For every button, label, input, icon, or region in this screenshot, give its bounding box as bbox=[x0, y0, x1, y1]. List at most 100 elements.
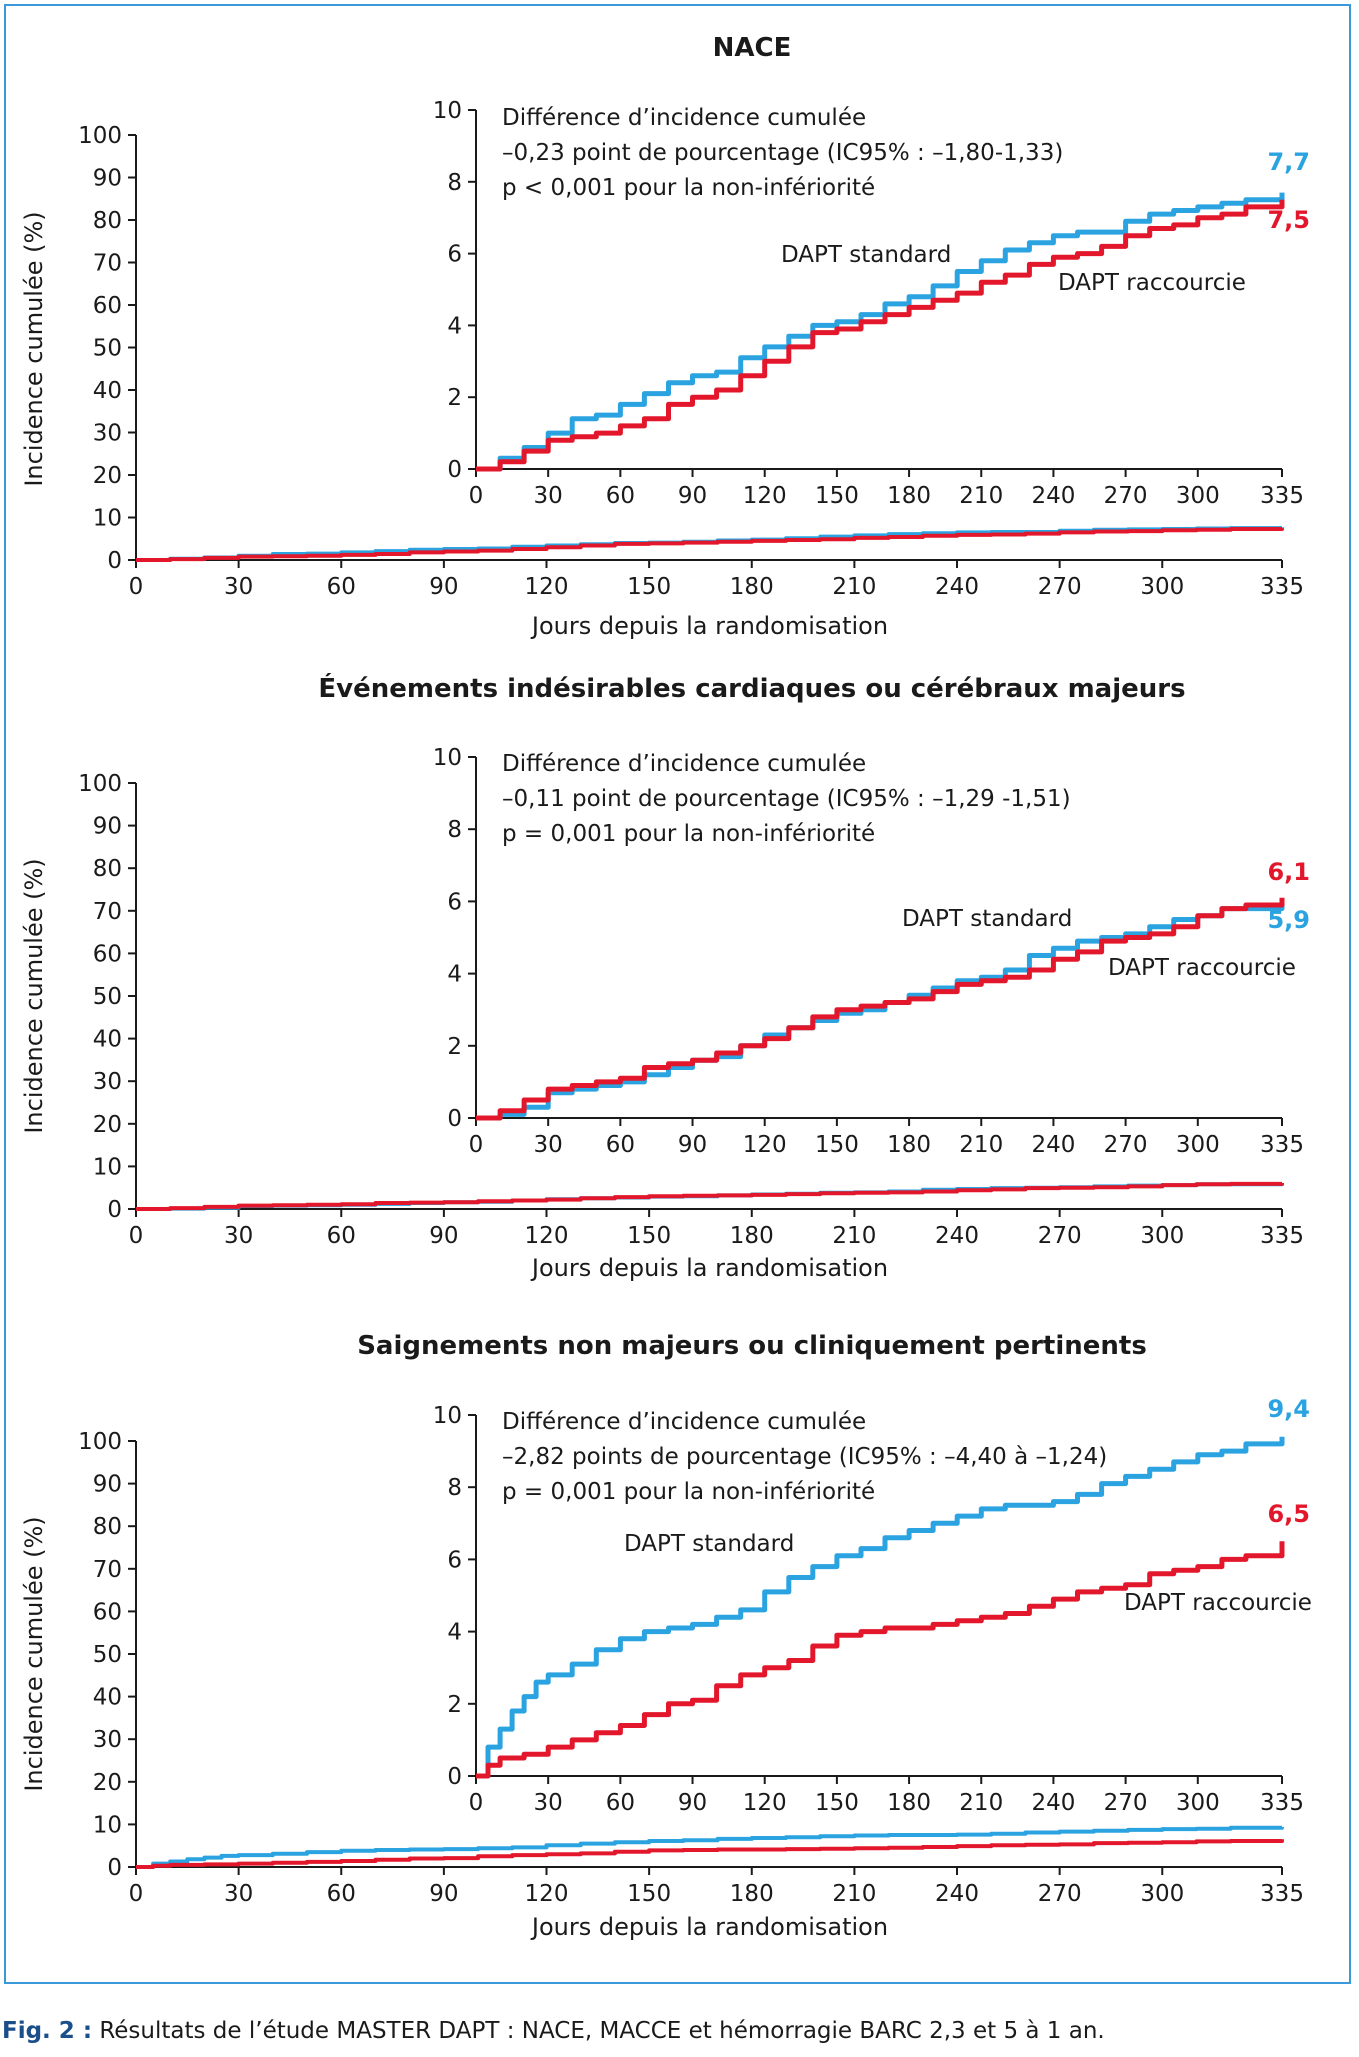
inset-x-tick-label: 60 bbox=[606, 1132, 635, 1158]
inset-y-tick-label: 6 bbox=[447, 242, 462, 268]
y-tick-label: 0 bbox=[107, 1197, 122, 1223]
inset-x-tick-label: 240 bbox=[1031, 1132, 1075, 1158]
inset-y-tick-label: 2 bbox=[447, 385, 462, 411]
x-tick-label: 90 bbox=[429, 1881, 458, 1907]
figure-caption: Fig. 2 : Résultats de l’étude MASTER DAP… bbox=[2, 2018, 1105, 2044]
y-tick-label: 90 bbox=[93, 814, 122, 840]
x-tick-label: 150 bbox=[627, 574, 671, 600]
inset-x-tick-label: 300 bbox=[1176, 483, 1220, 509]
series-label-standard: DAPT standard bbox=[781, 242, 951, 268]
x-tick-label: 30 bbox=[224, 1223, 253, 1249]
x-tick-label: 335 bbox=[1260, 574, 1304, 600]
inset-x-tick-label: 60 bbox=[606, 483, 635, 509]
inset-x-tick-label: 300 bbox=[1176, 1132, 1220, 1158]
y-tick-label: 0 bbox=[107, 548, 122, 574]
x-tick-label: 240 bbox=[935, 574, 979, 600]
inset-x-tick-label: 335 bbox=[1260, 1132, 1304, 1158]
chart-panel-2: Événements indésirables cardiaques ou cé… bbox=[20, 672, 1310, 1282]
inset-y-tick-label: 6 bbox=[447, 889, 462, 915]
inset-y-tick-label: 6 bbox=[447, 1547, 462, 1573]
series-label-standard: DAPT standard bbox=[902, 906, 1072, 932]
end-value-raccourcie: 6,1 bbox=[1267, 858, 1310, 886]
y-tick-label: 80 bbox=[93, 1514, 122, 1540]
x-tick-label: 335 bbox=[1260, 1881, 1304, 1907]
chart-title: Événements indésirables cardiaques ou cé… bbox=[318, 672, 1185, 704]
inset-y-tick-label: 8 bbox=[447, 1475, 462, 1501]
inset-annotation-line: Différence d’incidence cumulée bbox=[502, 105, 866, 131]
inset-x-tick-label: 335 bbox=[1260, 483, 1304, 509]
y-tick-label: 0 bbox=[107, 1855, 122, 1881]
x-tick-label: 240 bbox=[935, 1881, 979, 1907]
y-tick-label: 30 bbox=[93, 1069, 122, 1095]
inset-x-tick-label: 60 bbox=[606, 1790, 635, 1816]
inset-x-tick-label: 270 bbox=[1104, 1790, 1148, 1816]
x-tick-label: 270 bbox=[1038, 574, 1082, 600]
y-tick-label: 60 bbox=[93, 293, 122, 319]
x-tick-label: 270 bbox=[1038, 1223, 1082, 1249]
end-value-raccourcie: 7,5 bbox=[1267, 206, 1310, 234]
inset-x-tick-label: 150 bbox=[815, 483, 859, 509]
x-tick-label: 30 bbox=[224, 1881, 253, 1907]
inset-y-tick-label: 4 bbox=[447, 313, 462, 339]
x-tick-label: 60 bbox=[327, 1881, 356, 1907]
y-tick-label: 50 bbox=[93, 984, 122, 1010]
y-tick-label: 90 bbox=[93, 1472, 122, 1498]
inset-x-tick-label: 150 bbox=[815, 1132, 859, 1158]
y-tick-label: 80 bbox=[93, 856, 122, 882]
y-tick-label: 60 bbox=[93, 1599, 122, 1625]
y-tick-label: 20 bbox=[93, 1112, 122, 1138]
inset-x-tick-label: 270 bbox=[1104, 483, 1148, 509]
inset-series-standard bbox=[476, 905, 1285, 1121]
x-axis-label: Jours depuis la randomisation bbox=[530, 612, 888, 640]
x-tick-label: 30 bbox=[224, 574, 253, 600]
inset-x-tick-label: 180 bbox=[887, 483, 931, 509]
inset-x-tick-label: 90 bbox=[678, 1790, 707, 1816]
inset-x-tick-label: 30 bbox=[534, 483, 563, 509]
x-tick-label: 210 bbox=[832, 574, 876, 600]
y-tick-label: 100 bbox=[78, 123, 122, 149]
x-tick-label: 120 bbox=[525, 574, 569, 600]
y-tick-label: 70 bbox=[93, 899, 122, 925]
inset-x-tick-label: 210 bbox=[959, 483, 1003, 509]
inset-x-tick-label: 180 bbox=[887, 1132, 931, 1158]
inset-y-tick-label: 10 bbox=[433, 1403, 462, 1429]
end-value-standard: 7,7 bbox=[1267, 148, 1310, 176]
x-tick-label: 270 bbox=[1038, 1881, 1082, 1907]
inset-x-tick-label: 150 bbox=[815, 1790, 859, 1816]
inset-annotation-line: p = 0,001 pour la non-infériorité bbox=[502, 1479, 875, 1505]
y-tick-label: 10 bbox=[93, 1154, 122, 1180]
chart-panel-3: Saignements non majeurs ou cliniquement … bbox=[20, 1331, 1312, 1941]
x-tick-label: 300 bbox=[1140, 1881, 1184, 1907]
inset-x-tick-label: 30 bbox=[534, 1790, 563, 1816]
x-tick-label: 60 bbox=[327, 574, 356, 600]
inset-x-tick-label: 0 bbox=[469, 1790, 484, 1816]
inset-y-tick-label: 10 bbox=[433, 745, 462, 771]
inset-x-tick-label: 0 bbox=[469, 1132, 484, 1158]
inset-series-raccourcie bbox=[476, 199, 1285, 472]
y-tick-label: 50 bbox=[93, 1642, 122, 1668]
inset-x-tick-label: 120 bbox=[743, 483, 787, 509]
inset-annotation-line: –0,11 point de pourcentage (IC95% : –1,2… bbox=[502, 786, 1071, 812]
y-tick-label: 40 bbox=[93, 378, 122, 404]
x-tick-label: 90 bbox=[429, 574, 458, 600]
y-tick-label: 30 bbox=[93, 421, 122, 447]
y-tick-label: 40 bbox=[93, 1685, 122, 1711]
inset-y-tick-label: 8 bbox=[447, 170, 462, 196]
end-value-standard: 9,4 bbox=[1267, 1395, 1310, 1423]
y-axis-label: Incidence cumulée (%) bbox=[20, 858, 48, 1133]
series-label-raccourcie: DAPT raccourcie bbox=[1058, 270, 1246, 296]
y-tick-label: 100 bbox=[78, 771, 122, 797]
caption-text: Résultats de l’étude MASTER DAPT : NACE,… bbox=[99, 2018, 1105, 2044]
inset-x-tick-label: 120 bbox=[743, 1790, 787, 1816]
y-tick-label: 10 bbox=[93, 1812, 122, 1838]
inset-y-tick-label: 10 bbox=[433, 98, 462, 124]
x-tick-label: 240 bbox=[935, 1223, 979, 1249]
x-tick-label: 60 bbox=[327, 1223, 356, 1249]
x-tick-label: 335 bbox=[1260, 1223, 1304, 1249]
x-tick-label: 210 bbox=[832, 1223, 876, 1249]
y-tick-label: 100 bbox=[78, 1429, 122, 1455]
inset-x-tick-label: 270 bbox=[1104, 1132, 1148, 1158]
x-tick-label: 90 bbox=[429, 1223, 458, 1249]
x-tick-label: 180 bbox=[730, 1881, 774, 1907]
